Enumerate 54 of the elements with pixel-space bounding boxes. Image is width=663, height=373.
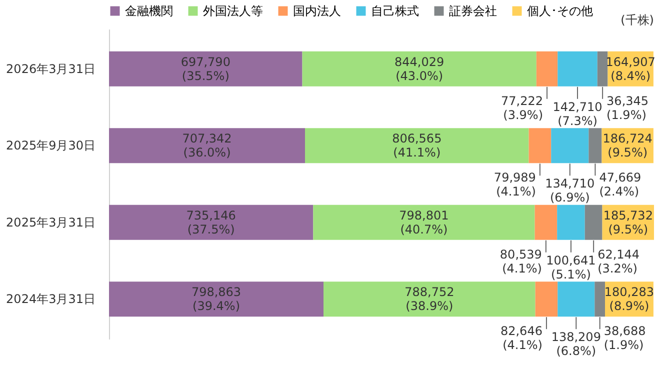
bar — [324, 282, 536, 317]
data-label: 36,345 (1.9%) — [606, 94, 649, 122]
bar — [109, 204, 314, 240]
data-label: 844,029 (43.0%) — [394, 54, 444, 83]
y-tick-label: 2025年3月31日 — [6, 215, 96, 230]
bar — [551, 128, 589, 164]
data-label: 806,565 (41.1%) — [392, 132, 442, 160]
data-label: 82,646 (4.1%) — [500, 324, 542, 352]
data-label: 142,710 (7.3%) — [552, 100, 602, 128]
bar — [588, 128, 602, 164]
y-tick-label: 2026年3月31日 — [6, 62, 96, 76]
data-label: 138,209 (6.8%) — [551, 330, 601, 358]
bar — [305, 128, 529, 164]
bar — [597, 51, 608, 86]
data-label: 80,539 (4.1%) — [500, 247, 542, 276]
data-label: 62,144 (3.2%) — [598, 247, 640, 276]
legend-label: 証券会社 — [449, 4, 497, 18]
bar — [313, 204, 535, 240]
data-label: 707,342 (36.0%) — [182, 132, 232, 160]
bar — [302, 51, 536, 86]
bar — [109, 51, 302, 86]
bar — [594, 282, 605, 317]
data-label: 798,801 (40.7%) — [399, 208, 449, 236]
bar — [535, 282, 558, 317]
data-label: 788,752 (38.9%) — [404, 285, 454, 314]
data-label: 77,222 (3.9%) — [501, 94, 544, 122]
y-tick-label: 2025年9月30日 — [6, 138, 96, 153]
data-label: 798,863 (39.4%) — [191, 285, 242, 314]
bar — [558, 282, 595, 317]
data-label: 134,710 (6.9%) — [545, 176, 595, 205]
legend-label: 金融機関 — [125, 4, 173, 18]
legend-label: 自己株式 — [371, 4, 419, 18]
data-label: 735,146 (37.5%) — [186, 208, 236, 236]
y-tick-label: 2024年3月31日 — [6, 292, 96, 306]
data-label: 79,989 (4.1%) — [494, 170, 536, 199]
bar — [557, 204, 585, 240]
data-label: 180,283 (8.9%) — [604, 285, 654, 314]
bar — [558, 51, 598, 86]
legend-label: 個人･その他 — [527, 4, 593, 18]
text: (千株) — [620, 13, 654, 27]
bar — [584, 204, 602, 240]
data-label: 185,732 (9.5%) — [603, 208, 653, 236]
data-label: 100,641 (5.1%) — [546, 253, 596, 282]
bar — [109, 282, 324, 317]
bar — [109, 128, 306, 164]
bar — [534, 204, 558, 240]
data-label: 38,688 (1.9%) — [604, 324, 646, 352]
legend-label: 国内法人 — [293, 4, 341, 18]
data-label: 47,669 (2.4%) — [599, 170, 642, 199]
legend-label: 外国法人等 — [203, 4, 263, 18]
bar — [528, 128, 552, 164]
data-label: 697,790 (35.5%) — [180, 54, 230, 83]
data-label: 186,724 (9.5%) — [602, 132, 652, 160]
bar — [536, 51, 558, 86]
